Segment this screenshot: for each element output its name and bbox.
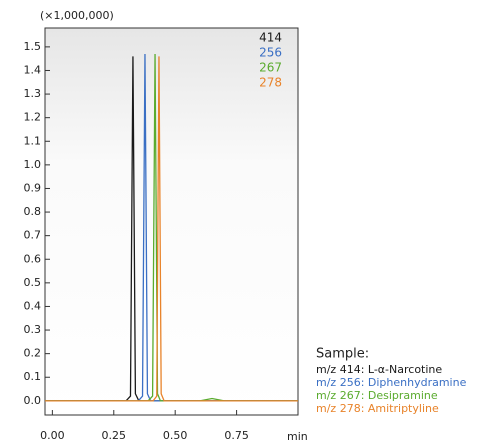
y-tick-label: 0.3 (24, 323, 42, 336)
sample-line: m/z 414: L-α-Narcotine (316, 363, 442, 376)
y-tick-label: 0.5 (24, 276, 42, 289)
legend-label: 414 (259, 31, 282, 45)
y-tick-label: 0.9 (24, 181, 42, 194)
legend-label: 256 (259, 46, 282, 60)
y-tick-label: 0.6 (24, 252, 42, 265)
y-tick-label: 0.7 (24, 229, 42, 242)
y-tick-label: 1.5 (24, 40, 42, 53)
sample-line: m/z 278: Amitriptyline (316, 402, 439, 415)
y-tick-label: 0.1 (24, 370, 42, 383)
y-unit-label: (×1,000,000) (40, 9, 114, 22)
series-line (45, 53, 298, 402)
series-line (45, 56, 298, 402)
y-tick-label: 0.4 (24, 299, 42, 312)
y-tick-label: 1.2 (24, 111, 42, 124)
plot-area (44, 27, 299, 416)
x-unit-label: min (287, 430, 308, 443)
x-tick-label: 0.75 (224, 429, 249, 442)
y-tick-label: 0.0 (24, 394, 42, 407)
legend-label: 278 (259, 76, 282, 90)
x-tick-label: 0.00 (40, 429, 65, 442)
y-tick-label: 1.3 (24, 87, 42, 100)
x-tick-label: 0.50 (163, 429, 188, 442)
y-tick-label: 0.2 (24, 347, 42, 360)
y-tick-label: 0.8 (24, 205, 42, 218)
legend-label: 267 (259, 61, 282, 75)
x-tick-label: 0.25 (102, 429, 127, 442)
y-tick-label: 1.1 (24, 134, 42, 147)
sample-title: Sample: (316, 347, 369, 362)
sample-line: m/z 267: Desipramine (316, 389, 438, 402)
sample-line: m/z 256: Diphenhydramine (316, 376, 467, 389)
y-tick-label: 1.4 (24, 63, 42, 76)
y-tick-label: 1.0 (24, 158, 42, 171)
